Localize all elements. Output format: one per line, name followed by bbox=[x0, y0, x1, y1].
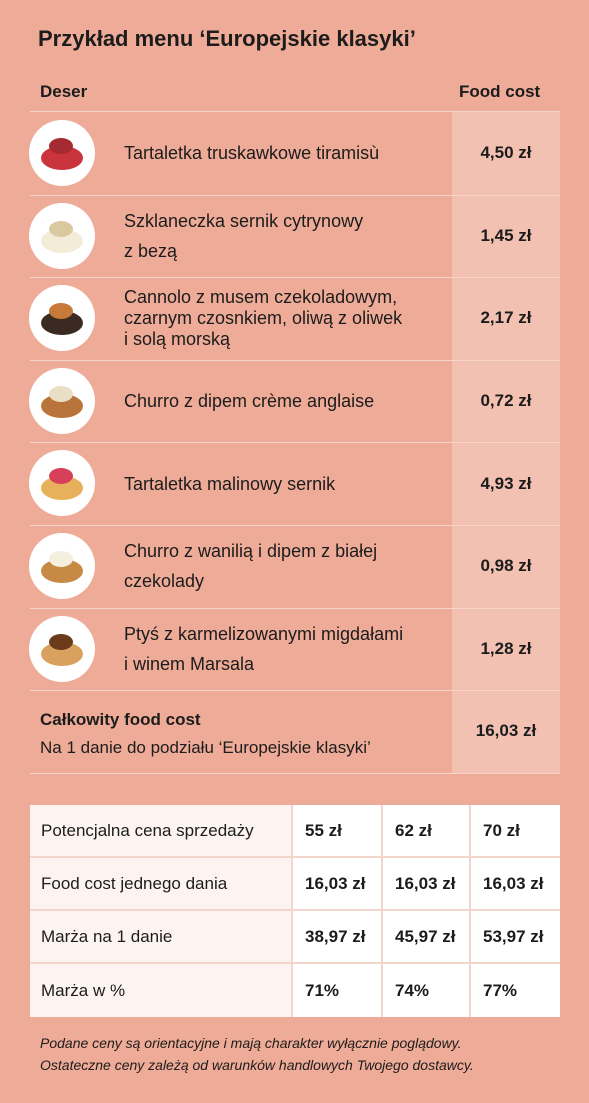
dish-name-line: z bezą bbox=[124, 240, 178, 261]
divider bbox=[30, 690, 560, 692]
dish-name-line: Churro z dipem crème anglaise bbox=[124, 391, 375, 412]
dish-shape bbox=[49, 551, 73, 567]
total-sublabel: Na 1 danie do podziału ‘Europejskie klas… bbox=[40, 738, 371, 758]
dish-cost: 1,28 zł bbox=[480, 638, 532, 658]
dish-name-line: Ptyś z karmelizowanymi migdałami bbox=[124, 623, 404, 644]
dish-photo bbox=[29, 533, 95, 599]
header-dish: Deser bbox=[40, 82, 88, 101]
divider bbox=[30, 607, 560, 609]
dish-name-line: czekolady bbox=[124, 571, 205, 592]
pricing-value: 70 zł bbox=[471, 805, 560, 858]
pricing-value: 38,97 zł bbox=[293, 911, 383, 964]
dish-name-line: Cannolo z musem czekoladowym, bbox=[124, 286, 398, 307]
pricing-value: 16,03 zł bbox=[383, 858, 471, 911]
divider bbox=[30, 111, 560, 112]
dish-photo bbox=[29, 202, 95, 269]
dish-cost: 4,50 zł bbox=[480, 143, 532, 163]
header-cost: Food cost bbox=[459, 82, 541, 101]
title: Przykład menu ‘Europejskie klasyki’ bbox=[38, 26, 416, 51]
pricing-value: 71% bbox=[293, 964, 383, 1017]
dish-name: Churro z dipem crème anglaise bbox=[124, 360, 450, 443]
pricing-label: Food cost jednego dania bbox=[30, 858, 293, 911]
divider bbox=[30, 277, 560, 279]
dish-cost: 0,72 zł bbox=[480, 391, 532, 411]
pricing-table: Potencjalna cena sprzedaży 55 zł 62 zł 70 z… bbox=[30, 805, 560, 1017]
divider bbox=[30, 525, 560, 526]
pricing-value: 53,97 zł bbox=[471, 911, 560, 964]
total-cost: 16,03 zł bbox=[475, 721, 537, 741]
dish-photo bbox=[29, 450, 95, 517]
pricing-value: 74% bbox=[383, 964, 471, 1017]
dish-name-line: i winem Marsala bbox=[124, 653, 255, 674]
footnote: Ostateczne ceny zależą od warunków handl… bbox=[40, 1057, 474, 1073]
dish-name: Churro z wanilią i dipem z białej czekola… bbox=[124, 525, 450, 608]
dish-name-line: Tartaletka truskawkowe tiramisù bbox=[124, 143, 380, 164]
dish-name: Ptyś z karmelizowanymi migdałami i winem … bbox=[124, 608, 450, 691]
dish-cost: 1,45 zł bbox=[480, 225, 532, 245]
total-label: Całkowity food cost bbox=[40, 710, 201, 730]
dish-shape bbox=[49, 633, 73, 650]
divider bbox=[30, 772, 560, 774]
dish-photo bbox=[29, 367, 95, 434]
pricing-value: 16,03 zł bbox=[293, 858, 383, 911]
pricing-value: 16,03 zł bbox=[471, 858, 560, 911]
pricing-value: 77% bbox=[471, 964, 560, 1017]
dish-name: Tartaletka malinowy sernik bbox=[124, 442, 450, 525]
dish-name: Cannolo z musem czekoladowym, czarnym czo… bbox=[124, 277, 450, 360]
dish-name-line: Szklaneczka sernik cytrynowy bbox=[124, 210, 364, 231]
dish-cost: 2,17 zł bbox=[480, 308, 532, 328]
dish-photo bbox=[29, 285, 95, 352]
pricing-value: 55 zł bbox=[293, 805, 383, 858]
dish-photo bbox=[29, 120, 95, 186]
pricing-label: Marża w % bbox=[30, 964, 293, 1017]
divider bbox=[30, 442, 560, 444]
divider bbox=[30, 359, 560, 361]
dish-cost: 0,98 zł bbox=[480, 556, 532, 576]
dish-shape bbox=[49, 385, 73, 402]
dish-photo bbox=[29, 615, 95, 682]
dish-shape bbox=[49, 138, 73, 154]
pricing-label: Marża na 1 danie bbox=[30, 911, 293, 964]
pricing-label: Potencjalna cena sprzedaży bbox=[30, 805, 293, 858]
dish-shape bbox=[49, 220, 73, 237]
dish-cost: 4,93 zł bbox=[480, 473, 532, 493]
dish-name: Tartaletka truskawkowe tiramisù bbox=[124, 112, 450, 195]
dish-shape bbox=[49, 468, 73, 485]
pricing-value: 62 zł bbox=[383, 805, 471, 858]
dish-name-line: Tartaletka malinowy sernik bbox=[124, 473, 336, 494]
dish-name-line: i solą morską bbox=[124, 328, 231, 349]
dish-name-line: Churro z wanilią i dipem z białej bbox=[124, 541, 378, 562]
dish-name: Szklaneczka sernik cytrynowy z bezą bbox=[124, 195, 450, 278]
footnote: Podane ceny są orientacyjne i mają chara… bbox=[40, 1035, 462, 1051]
dish-shape bbox=[49, 303, 73, 320]
dish-name-line: czarnym czosnkiem, oliwą z oliwek bbox=[124, 307, 403, 328]
pricing-value: 45,97 zł bbox=[383, 911, 471, 964]
divider bbox=[30, 194, 560, 196]
